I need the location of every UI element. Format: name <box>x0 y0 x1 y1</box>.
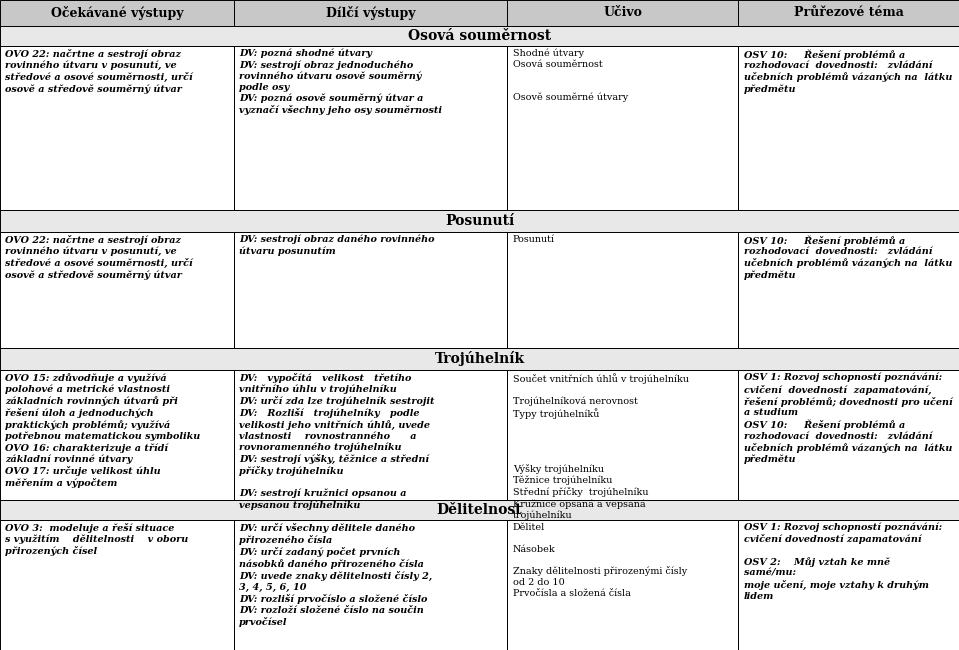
Text: OVO 22: načrtne a sestrojí obraz
rovinného útvaru v posunutí, ve
středové a osov: OVO 22: načrtne a sestrojí obraz rovinné… <box>5 235 193 280</box>
Text: OSV 10:     Řešení problémů a
rozhodovací  dovednosti:   zvládání
učebních probl: OSV 10: Řešení problémů a rozhodovací do… <box>744 235 952 280</box>
Bar <box>234 46 507 210</box>
Bar <box>738 370 959 500</box>
Text: Dělitelnost: Dělitelnost <box>436 503 523 517</box>
Text: Posunutí: Posunutí <box>513 235 555 244</box>
Bar <box>0 348 959 370</box>
Text: Posunutí: Posunutí <box>445 214 514 228</box>
Bar <box>0 520 234 650</box>
Bar <box>0 0 234 26</box>
Text: Očekávané výstupy: Očekávané výstupy <box>51 6 183 20</box>
Text: OSV 10:     Řešení problémů a
rozhodovací  dovednosti:   zvládání
učebních probl: OSV 10: Řešení problémů a rozhodovací do… <box>744 49 952 94</box>
Text: Shodné útvary
Osová souměrnost


Osově souměrné útvary: Shodné útvary Osová souměrnost Osově sou… <box>513 49 628 102</box>
Text: Osová souměrnost: Osová souměrnost <box>408 29 551 43</box>
Text: DV:   vypočítá   velikost   třetího
vnitřního úhlu v trojúhelníku
DV: určí zda l: DV: vypočítá velikost třetího vnitřního … <box>239 373 434 510</box>
Bar <box>738 0 959 26</box>
Bar <box>507 232 738 348</box>
Bar <box>234 370 507 500</box>
Text: Trojúhelník: Trojúhelník <box>434 352 525 367</box>
Text: OSV 1: Rozvoj schopností poznávání:
cvičení dovedností zapamatování

OSV 2:    M: OSV 1: Rozvoj schopností poznávání: cvič… <box>744 523 942 601</box>
Text: Učivo: Učivo <box>603 6 642 20</box>
Bar <box>507 0 738 26</box>
Bar <box>738 232 959 348</box>
Bar <box>507 46 738 210</box>
Text: DV: pozná shodné útvary
DV: sestrojí obraz jednoduchého
rovinného útvaru osově s: DV: pozná shodné útvary DV: sestrojí obr… <box>239 49 442 116</box>
Text: OVO 22: načrtne a sestrojí obraz
rovinného útvaru v posunutí, ve
středové a osov: OVO 22: načrtne a sestrojí obraz rovinné… <box>5 49 193 94</box>
Text: Součet vnitřních úhlů v trojúhelníku

Trojúhelníková nerovnost
Typy trojúhelníků: Součet vnitřních úhlů v trojúhelníku Tro… <box>513 373 689 520</box>
Bar <box>507 520 738 650</box>
Text: Dělitel

Násobek

Znaky dělitelnosti přirozenými čísly
od 2 do 10
Prvočísla a sl: Dělitel Násobek Znaky dělitelnosti přiro… <box>513 523 688 598</box>
Bar <box>0 500 959 520</box>
Bar <box>0 370 234 500</box>
Bar <box>0 210 959 232</box>
Text: DV: sestrojí obraz daného rovinného
útvaru posunutím: DV: sestrojí obraz daného rovinného útva… <box>239 235 434 256</box>
Bar <box>507 370 738 500</box>
Bar <box>234 520 507 650</box>
Text: OVO 15: zdůvodňuje a využívá
polohové a metrické vlastnosti
základních rovinných: OVO 15: zdůvodňuje a využívá polohové a … <box>5 373 200 488</box>
Bar <box>234 0 507 26</box>
Text: OVO 3:  modeluje a řeší situace
s využitím    dělitelnosti    v oboru
přirozenýc: OVO 3: modeluje a řeší situace s využití… <box>5 523 188 556</box>
Bar <box>234 232 507 348</box>
Bar <box>0 26 959 46</box>
Bar <box>738 520 959 650</box>
Text: Dílčí výstupy: Dílčí výstupy <box>326 6 415 20</box>
Bar <box>738 46 959 210</box>
Text: OSV 1: Rozvoj schopností poznávání:
cvičení  dovedností  zapamatování,
řešení pr: OSV 1: Rozvoj schopností poznávání: cvič… <box>744 373 952 464</box>
Text: DV: určí všechny dělitele daného
přirozeného čísla
DV: určí zadaný počet prvních: DV: určí všechny dělitele daného přiroze… <box>239 523 433 627</box>
Text: Průřezové téma: Průřezové téma <box>793 6 903 20</box>
Bar <box>0 232 234 348</box>
Bar <box>0 46 234 210</box>
